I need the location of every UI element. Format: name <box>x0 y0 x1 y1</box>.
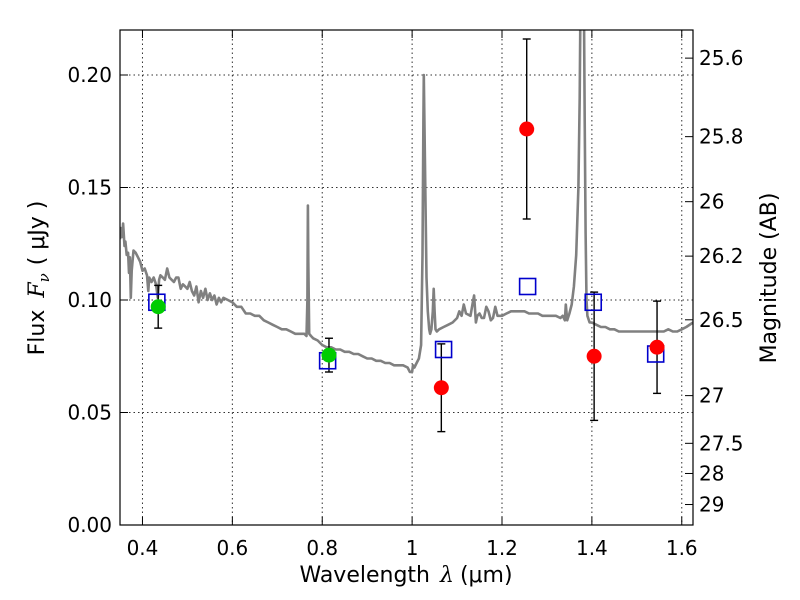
y2-tick-label: 26 <box>699 190 724 214</box>
y2-tick-label: 25.6 <box>699 46 744 70</box>
y2-tick-label: 29 <box>699 493 724 517</box>
y-tick-label: 0.10 <box>67 288 112 312</box>
model-square <box>518 277 537 296</box>
x-axis-label: Wavelength λ (μm) <box>299 563 512 588</box>
observed-point <box>649 339 665 355</box>
grid <box>120 30 693 526</box>
y-tick-label: 0.15 <box>67 176 112 200</box>
y-tick-label: 0.05 <box>67 401 112 425</box>
plot-area <box>120 30 693 374</box>
observed-point <box>321 347 337 363</box>
y2-tick-label: 28 <box>699 461 724 485</box>
model-square <box>584 293 603 312</box>
x-tick-label: 0.8 <box>306 536 338 560</box>
y2-tick-label: 27.5 <box>699 431 744 455</box>
spectrum-line <box>120 30 693 374</box>
x-tick-label: 0.4 <box>127 536 159 560</box>
model-square <box>434 340 453 359</box>
data-points <box>148 38 665 433</box>
y-axis-label: FluxFν( μJy ) <box>25 201 53 356</box>
observed-point <box>586 348 602 364</box>
y2-axis-label: Magnitude (AB) <box>757 193 782 364</box>
x-tick-label: 1 <box>406 536 419 560</box>
y2-tick-label: 25.8 <box>699 125 744 149</box>
plot-frame <box>119 29 694 526</box>
x-tick-label: 1.4 <box>576 536 608 560</box>
y-tick-label: 0.00 <box>67 513 112 537</box>
y-tick-label: 0.20 <box>67 63 112 87</box>
x-tick-label: 1.2 <box>486 536 518 560</box>
axes: 0.4 0.6 0.8 1 1.2 1.4 1.6 0.00 0.05 0.10 0.15 0.20 2… <box>67 30 744 560</box>
x-tick-label: 0.6 <box>216 536 248 560</box>
observed-point <box>519 121 535 137</box>
y2-tick-label: 27 <box>699 384 724 408</box>
x-tick-label: 1.6 <box>666 536 698 560</box>
observed-point <box>150 299 166 315</box>
observed-point <box>433 380 449 396</box>
y2-tick-label: 26.5 <box>699 308 744 332</box>
y2-tick-label: 26.2 <box>699 244 744 268</box>
